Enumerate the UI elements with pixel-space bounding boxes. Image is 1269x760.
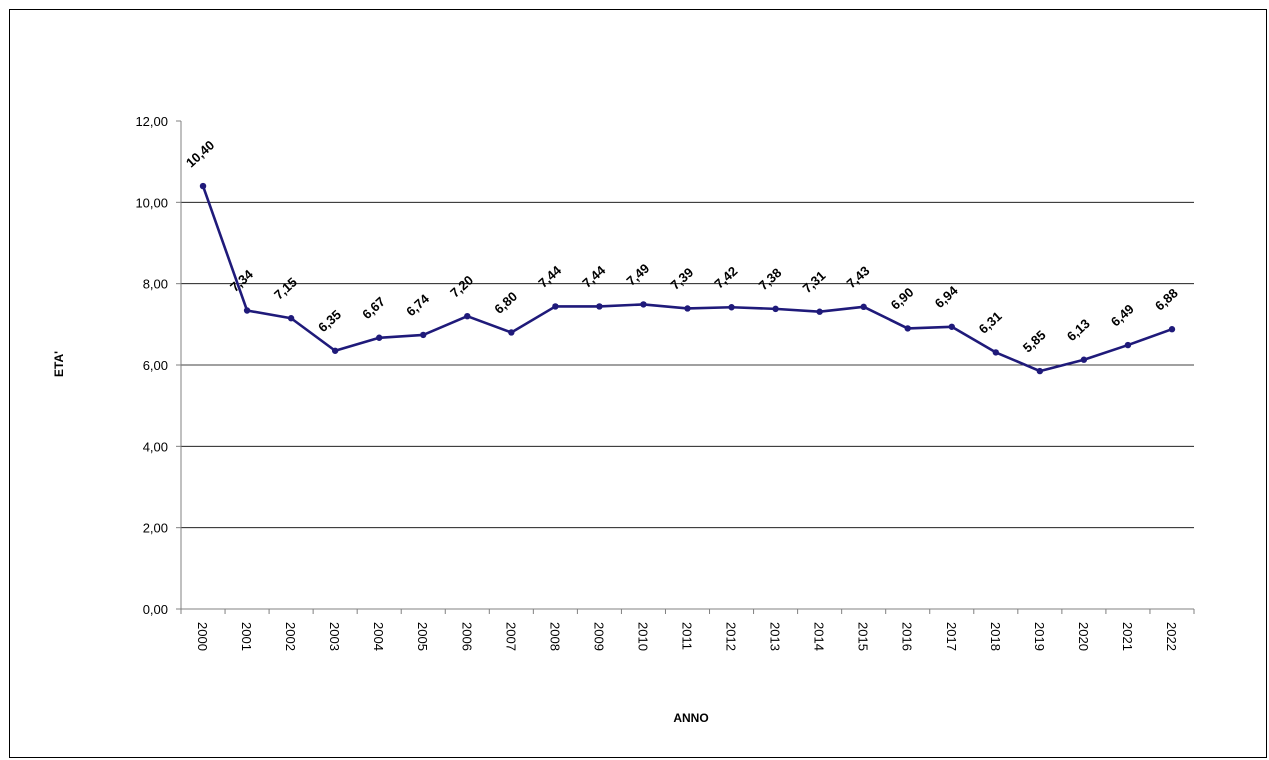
data-label: 7,34 [227, 266, 256, 295]
data-label: 6,49 [1108, 301, 1137, 329]
x-tick-label: 2017 [944, 622, 959, 651]
data-label: 6,88 [1152, 285, 1181, 313]
y-tick-labels: 0,00 2,00 4,00 6,00 8,00 10,00 12,00 [135, 114, 168, 617]
x-tick-label: 2008 [547, 622, 562, 651]
data-label: 7,20 [447, 272, 476, 300]
data-point [860, 303, 867, 311]
y-tick-label: 8,00 [143, 277, 168, 292]
data-label: 7,44 [579, 262, 608, 291]
data-label: 7,44 [535, 262, 564, 291]
y-axis-title: ETA' [52, 351, 66, 377]
data-point [508, 329, 515, 336]
data-label: 7,42 [712, 263, 741, 291]
x-tick-label: 2007 [503, 622, 518, 651]
y-tick-label: 12,00 [135, 114, 168, 129]
data-point [1168, 326, 1176, 333]
y-tick-label: 6,00 [143, 358, 168, 373]
x-tick-label: 2014 [812, 622, 827, 651]
data-point [331, 347, 339, 354]
y-tick-label: 10,00 [135, 195, 168, 210]
data-point [420, 331, 427, 339]
data-point [464, 313, 471, 320]
x-tick-label: 2018 [988, 622, 1003, 651]
y-tick-label: 0,00 [143, 602, 168, 617]
data-point [243, 307, 251, 314]
x-tick-label: 2013 [768, 622, 783, 651]
y-tick-label: 4,00 [143, 439, 168, 454]
data-label: 7,38 [756, 265, 785, 293]
data-point [948, 323, 955, 330]
data-label: 6,74 [403, 291, 432, 320]
data-label: 7,49 [623, 261, 652, 289]
data-point [904, 325, 911, 332]
x-tick-label: 2015 [856, 622, 871, 651]
data-label: 7,15 [271, 274, 300, 302]
data-point [816, 308, 823, 315]
data-point [596, 303, 603, 310]
x-tick-label: 2001 [239, 622, 254, 651]
data-point [992, 349, 1000, 356]
data-labels: 10,40 7,34 7,15 6,35 6,67 6,74 7,20 6,80 7,44 7,4… [183, 137, 1181, 355]
x-tick-label: 2004 [371, 622, 386, 651]
x-tick-label: 2002 [283, 622, 298, 651]
data-label: 7,31 [800, 268, 829, 296]
x-tick-labels: 2000 2001 2002 2003 2004 2005 2006 2007 2008 2009… [195, 622, 1179, 651]
y-tick-label: 2,00 [143, 521, 168, 536]
x-tick-label: 2011 [680, 622, 695, 650]
x-tick-label: 2009 [591, 622, 606, 651]
chart-frame [9, 9, 1267, 758]
data-label: 6,80 [491, 289, 520, 317]
data-label: 6,13 [1064, 316, 1093, 344]
data-label: 6,94 [932, 282, 961, 311]
x-tick-label: 2021 [1120, 622, 1135, 651]
x-tick-label: 2016 [900, 622, 915, 651]
data-point [552, 303, 559, 310]
x-tick-label: 2022 [1164, 622, 1179, 651]
axes [176, 120, 1195, 614]
data-point [640, 301, 647, 308]
x-tick-label: 2005 [415, 622, 430, 651]
data-label: 6,90 [888, 285, 917, 313]
data-point [1124, 341, 1132, 349]
data-label: 7,43 [844, 263, 873, 291]
x-axis-title: ANNO [673, 711, 708, 725]
data-point [199, 182, 207, 190]
x-tick-label: 2020 [1076, 622, 1091, 651]
data-label: 7,39 [667, 265, 696, 293]
data-label: 6,67 [359, 294, 388, 322]
data-point [287, 315, 295, 322]
data-label: 5,85 [1020, 327, 1049, 355]
x-tick-label: 2019 [1032, 622, 1047, 651]
data-point [772, 305, 779, 313]
data-point [1080, 356, 1088, 363]
x-tick-label: 2000 [195, 622, 210, 651]
data-point [684, 305, 691, 312]
x-tick-label: 2006 [459, 622, 474, 651]
data-label: 10,40 [183, 137, 217, 170]
x-tick-label: 2003 [327, 622, 342, 651]
data-label: 6,31 [976, 309, 1005, 337]
data-point [728, 304, 735, 311]
data-point [1036, 367, 1044, 375]
data-label: 6,35 [315, 307, 344, 335]
x-tick-label: 2012 [724, 622, 739, 651]
data-point [375, 334, 383, 341]
x-tick-label: 2010 [635, 622, 650, 651]
grid-lines [181, 201, 1194, 529]
series [199, 182, 1176, 375]
